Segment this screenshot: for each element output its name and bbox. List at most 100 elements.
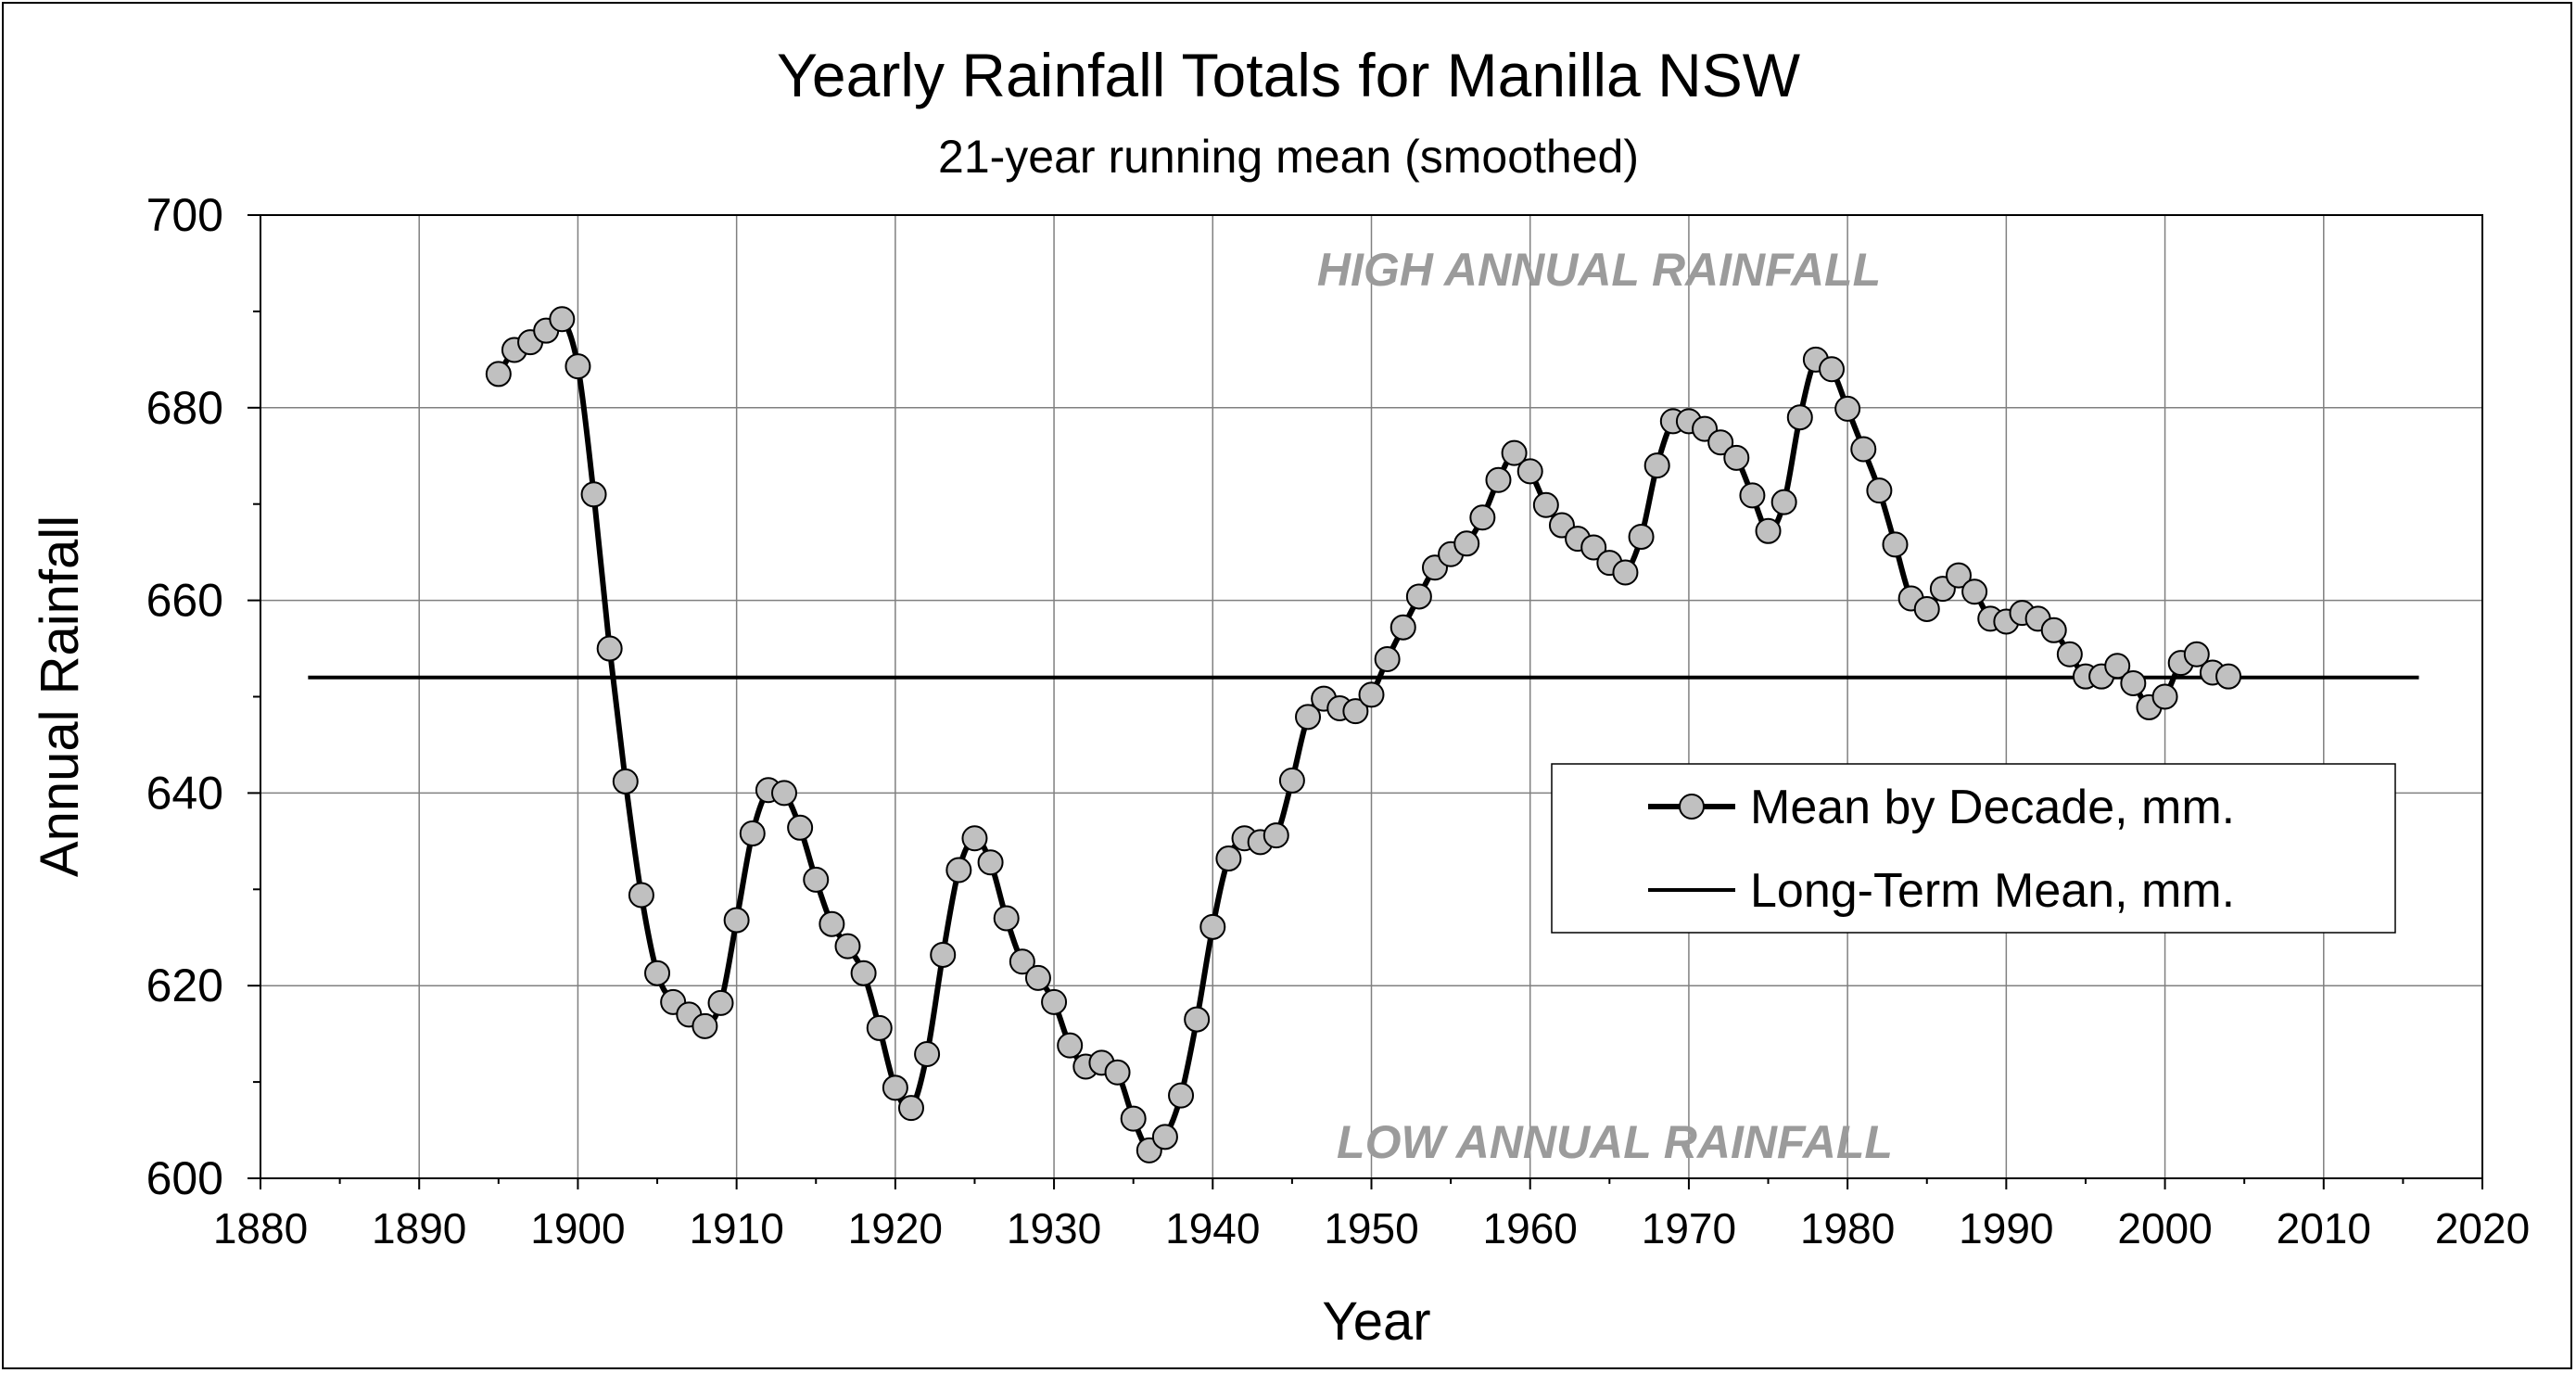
data-point bbox=[1723, 444, 1750, 471]
data-point bbox=[1342, 698, 1369, 725]
data-point bbox=[1961, 578, 1988, 605]
data-point bbox=[1295, 704, 1322, 731]
data-point bbox=[1120, 1105, 1147, 1132]
data-point bbox=[1612, 559, 1639, 586]
data-point bbox=[1834, 395, 1861, 422]
x-tick-label: 1900 bbox=[530, 1204, 625, 1252]
data-point bbox=[1770, 489, 1797, 515]
data-point bbox=[818, 910, 845, 937]
y-tick-label: 680 bbox=[146, 382, 223, 434]
x-tick-label: 1910 bbox=[689, 1204, 783, 1252]
data-point bbox=[1168, 1082, 1195, 1109]
data-point bbox=[644, 960, 671, 986]
x-tick-label: 1930 bbox=[1007, 1204, 1101, 1252]
data-point bbox=[787, 814, 814, 841]
x-tick-label: 1990 bbox=[1959, 1204, 2053, 1252]
data-point bbox=[1405, 583, 1432, 610]
chart-title: Yearly Rainfall Totals for Manilla NSW bbox=[777, 41, 1801, 109]
data-point bbox=[1104, 1059, 1131, 1086]
data-point bbox=[1024, 964, 1051, 991]
data-point bbox=[1882, 531, 1909, 558]
x-tick-label: 1960 bbox=[1483, 1204, 1578, 1252]
data-point bbox=[1628, 524, 1655, 551]
data-point bbox=[930, 941, 957, 968]
x-tick-label: 1940 bbox=[1165, 1204, 1260, 1252]
data-point bbox=[945, 857, 972, 884]
data-point bbox=[1866, 477, 1893, 504]
x-tick-label: 2020 bbox=[2435, 1204, 2530, 1252]
data-point bbox=[596, 635, 623, 662]
x-tick-label: 1890 bbox=[372, 1204, 466, 1252]
data-point bbox=[882, 1074, 908, 1101]
data-point bbox=[580, 481, 607, 508]
data-point bbox=[723, 907, 750, 934]
data-point bbox=[1755, 517, 1782, 544]
data-point bbox=[834, 933, 861, 960]
data-point bbox=[1945, 562, 1972, 589]
series-group bbox=[308, 306, 2419, 1163]
annotation-high: HIGH ANNUAL RAINFALL bbox=[1317, 244, 1881, 296]
data-point bbox=[1009, 948, 1035, 975]
data-point bbox=[1469, 504, 1496, 531]
data-point bbox=[1913, 595, 1940, 622]
data-point bbox=[1516, 458, 1543, 485]
data-point bbox=[850, 960, 877, 986]
x-tick-label: 1950 bbox=[1324, 1204, 1418, 1252]
data-point bbox=[2183, 641, 2210, 667]
data-point bbox=[1643, 452, 1670, 479]
legend-marker-decade bbox=[1679, 794, 1705, 820]
y-tick-label: 620 bbox=[146, 960, 223, 1011]
data-point bbox=[1278, 767, 1305, 794]
data-point bbox=[1215, 845, 1242, 872]
x-tick-label: 1920 bbox=[848, 1204, 943, 1252]
data-point bbox=[771, 780, 798, 807]
data-point bbox=[1580, 534, 1607, 561]
legend-label-longterm: Long-Term Mean, mm. bbox=[1750, 864, 2235, 918]
data-point bbox=[1453, 530, 1480, 557]
data-point bbox=[993, 905, 1020, 932]
data-point bbox=[1184, 1006, 1211, 1033]
data-point bbox=[1532, 491, 1559, 518]
data-point bbox=[692, 1012, 718, 1039]
legend-box bbox=[1551, 763, 2396, 934]
data-point bbox=[2040, 617, 2067, 643]
x-tick-label: 2000 bbox=[2117, 1204, 2212, 1252]
data-point bbox=[1390, 614, 1416, 641]
data-point bbox=[565, 353, 591, 380]
y-tick-label: 660 bbox=[146, 575, 223, 627]
data-point bbox=[2151, 683, 2178, 710]
x-tick-label: 1880 bbox=[213, 1204, 308, 1252]
y-tick-label: 640 bbox=[146, 767, 223, 819]
data-point bbox=[1358, 681, 1385, 708]
data-point bbox=[1041, 988, 1068, 1015]
data-point bbox=[866, 1014, 893, 1041]
data-point bbox=[1739, 482, 1766, 509]
data-point bbox=[485, 361, 512, 388]
data-point bbox=[1374, 645, 1401, 672]
data-point bbox=[1850, 436, 1877, 463]
y-axis-label: Annual Rainfall bbox=[30, 515, 90, 877]
x-tick-label: 1970 bbox=[1642, 1204, 1736, 1252]
data-point bbox=[1786, 404, 1813, 431]
data-point bbox=[977, 849, 1004, 876]
x-tick-label: 2010 bbox=[2277, 1204, 2371, 1252]
legend-label-decade: Mean by Decade, mm. bbox=[1750, 781, 2235, 834]
data-point bbox=[612, 768, 639, 795]
data-point bbox=[549, 306, 576, 333]
data-point bbox=[1263, 822, 1289, 849]
data-point bbox=[2056, 641, 2083, 667]
tick-labels: 1880 1890 1900 1910 1920 1930 1940 1950 1960 1970… bbox=[146, 189, 2531, 1252]
data-point bbox=[628, 882, 654, 909]
data-point bbox=[2104, 653, 2131, 680]
data-point bbox=[1501, 439, 1528, 466]
data-point bbox=[1819, 356, 1846, 383]
x-tick-label: 1980 bbox=[1800, 1204, 1895, 1252]
data-point bbox=[1707, 429, 1734, 456]
data-point bbox=[961, 825, 988, 852]
data-point bbox=[1151, 1124, 1178, 1151]
y-tick-label: 700 bbox=[146, 189, 223, 241]
legend: Mean by Decade, mm. Long-Term Mean, mm. bbox=[1551, 763, 2396, 934]
data-point bbox=[1057, 1032, 1084, 1059]
x-axis-label: Year bbox=[1322, 1291, 1430, 1352]
